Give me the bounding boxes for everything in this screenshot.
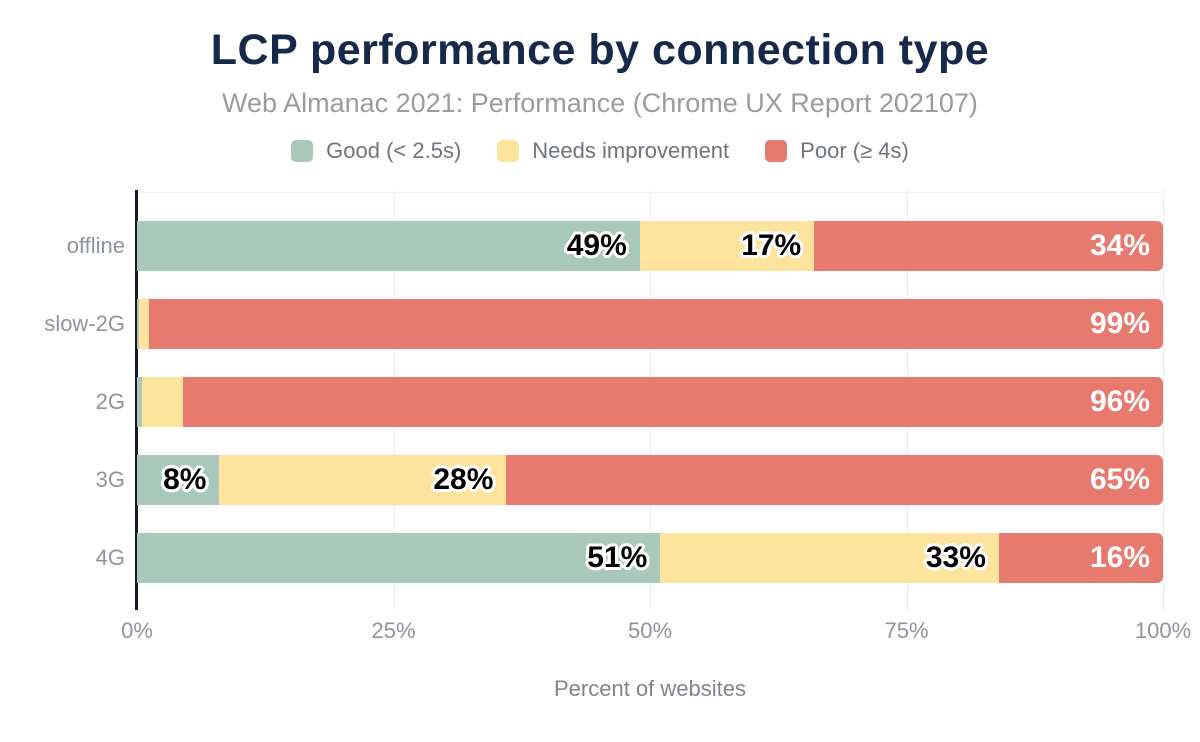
bar-segment-poor[interactable]: [998, 533, 1163, 583]
bar-value-label: 33%: [925, 541, 986, 574]
bar-segment-needs-improvement[interactable]: [219, 455, 507, 505]
bar-value-label: 49%: [566, 229, 627, 262]
legend: Good (< 2.5s) Needs improvement Poor (≥ 4s…: [0, 138, 1200, 164]
bar-segment-needs-improvement[interactable]: [639, 221, 815, 271]
bar-segment-good[interactable]: [137, 377, 142, 427]
legend-swatch-good: [291, 140, 314, 162]
bar-value-label: 51%: [587, 541, 648, 574]
bar-segment-good[interactable]: [137, 455, 220, 505]
legend-label: Poor (≥ 4s): [800, 138, 909, 163]
legend-label: Good (< 2.5s): [326, 138, 462, 163]
bar-segment-good[interactable]: [137, 299, 139, 349]
category-label: 2G: [95, 389, 125, 414]
bar-segment-good[interactable]: [137, 221, 640, 271]
bar-value-label: 34%: [1090, 229, 1151, 262]
x-tick-label: 0%: [121, 618, 153, 643]
bar-value-label: 96%: [1090, 385, 1151, 418]
bar-segment-needs-improvement[interactable]: [141, 377, 183, 427]
bar-value-label: 17%: [741, 229, 802, 262]
category-label: slow-2G: [44, 311, 125, 336]
legend-item-needs-improvement[interactable]: Needs improvement: [497, 138, 729, 164]
legend-label: Needs improvement: [532, 138, 730, 163]
category-label: 3G: [95, 467, 125, 492]
bar-segment-needs-improvement[interactable]: [660, 533, 999, 583]
bar-value-label: 16%: [1090, 541, 1151, 574]
chart-title: LCP performance by connection type: [210, 26, 990, 74]
x-axis-title: Percent of websites: [554, 676, 746, 701]
legend-item-good[interactable]: Good (< 2.5s): [291, 138, 461, 164]
gridline-vertical: [1163, 190, 1164, 610]
bar-segment-poor[interactable]: [814, 221, 1163, 271]
bar-value-label: 28%: [433, 463, 494, 496]
bar-value-label: 65%: [1090, 463, 1151, 496]
x-tick-label: 25%: [371, 618, 416, 643]
x-tick-label: 100%: [1134, 618, 1192, 643]
legend-swatch-needs-improvement: [497, 140, 520, 162]
bar-segment-poor[interactable]: [506, 455, 1163, 505]
bar-segment-poor[interactable]: [148, 299, 1163, 349]
category-label: 4G: [95, 545, 125, 570]
chart-subtitle: Web Almanac 2021: Performance (Chrome UX…: [222, 88, 978, 118]
bar-segment-good[interactable]: [137, 533, 661, 583]
x-tick-label: 50%: [627, 618, 673, 643]
bar-segment-poor[interactable]: [182, 377, 1163, 427]
category-label: offline: [66, 233, 125, 258]
y-axis-line: [135, 190, 138, 610]
bar-segment-needs-improvement[interactable]: [138, 299, 149, 349]
bar-value-label: 8%: [163, 463, 207, 496]
legend-swatch-poor: [765, 140, 788, 162]
bar-value-label: 99%: [1090, 307, 1151, 340]
legend-item-poor[interactable]: Poor (≥ 4s): [765, 138, 909, 164]
gridline-horizontal: [137, 192, 1163, 193]
x-tick-label: 75%: [884, 618, 929, 643]
